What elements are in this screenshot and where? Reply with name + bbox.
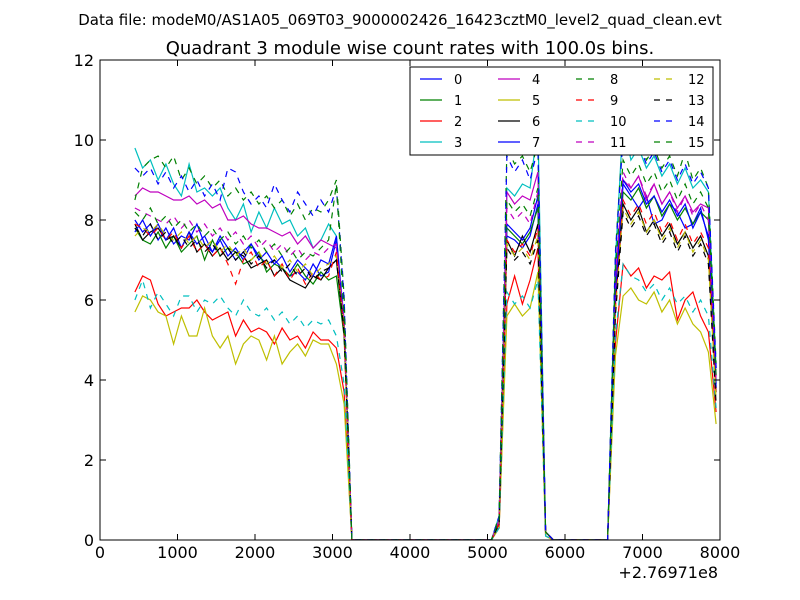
- y-tick-label: 10: [74, 131, 94, 150]
- x-tick-label: 7000: [622, 543, 663, 562]
- y-tick-label: 4: [84, 371, 94, 390]
- plot-area: 0 1000 2000 3000 4000 5000 6000 7000 8000 0 2 4 6 8 1…: [74, 51, 741, 582]
- series-line-13: [134, 209, 717, 540]
- series-line-12: [134, 205, 717, 540]
- legend-label-6: 6: [532, 115, 540, 130]
- y-tick-label: 6: [84, 291, 94, 310]
- series-line-9: [134, 197, 717, 540]
- legend-label-11: 11: [610, 136, 627, 151]
- series-line-11: [134, 169, 717, 540]
- series-line-10: [134, 262, 717, 540]
- y-tick-label: 12: [74, 51, 94, 70]
- series-line-5: [134, 271, 717, 540]
- y-tick-label: 8: [84, 211, 94, 230]
- legend-label-8: 8: [610, 73, 618, 88]
- x-tick-label: 0: [95, 543, 105, 562]
- chart-title: Quadrant 3 module wise count rates with …: [166, 38, 655, 59]
- x-offset-label: +2.76971e8: [618, 563, 718, 582]
- legend-label-13: 13: [688, 94, 705, 109]
- legend-label-5: 5: [532, 94, 540, 109]
- y-tick-label: 2: [84, 451, 94, 470]
- legend-label-9: 9: [610, 94, 618, 109]
- x-tick-label: 6000: [545, 543, 586, 562]
- legend-label-4: 4: [532, 73, 540, 88]
- legend-label-0: 0: [454, 73, 462, 88]
- series-layer: [134, 119, 717, 540]
- x-tick-label: 4000: [390, 543, 431, 562]
- legend-label-15: 15: [688, 136, 705, 151]
- x-tick-label: 5000: [467, 543, 508, 562]
- legend-label-3: 3: [454, 136, 462, 151]
- series-line-15: [134, 157, 717, 540]
- legend-label-2: 2: [454, 115, 462, 130]
- legend-frame: [409, 66, 714, 156]
- legend-label-10: 10: [610, 115, 627, 130]
- x-tick-label: 2000: [235, 543, 276, 562]
- figure-suptitle: Data file: modeM0/AS1A05_069T03_90000024…: [78, 11, 722, 30]
- x-tick-label: 3000: [312, 543, 353, 562]
- legend-label-12: 12: [688, 73, 705, 88]
- legend-label-7: 7: [532, 136, 540, 151]
- x-tick-label: 8000: [700, 543, 741, 562]
- legend-label-14: 14: [688, 115, 705, 130]
- legend-label-1: 1: [454, 94, 462, 109]
- y-tick-label: 0: [84, 531, 94, 550]
- x-axis: 0 1000 2000 3000 4000 5000 6000 7000 8000: [95, 60, 740, 562]
- series-line-14: [134, 135, 717, 540]
- x-tick-label: 1000: [157, 543, 198, 562]
